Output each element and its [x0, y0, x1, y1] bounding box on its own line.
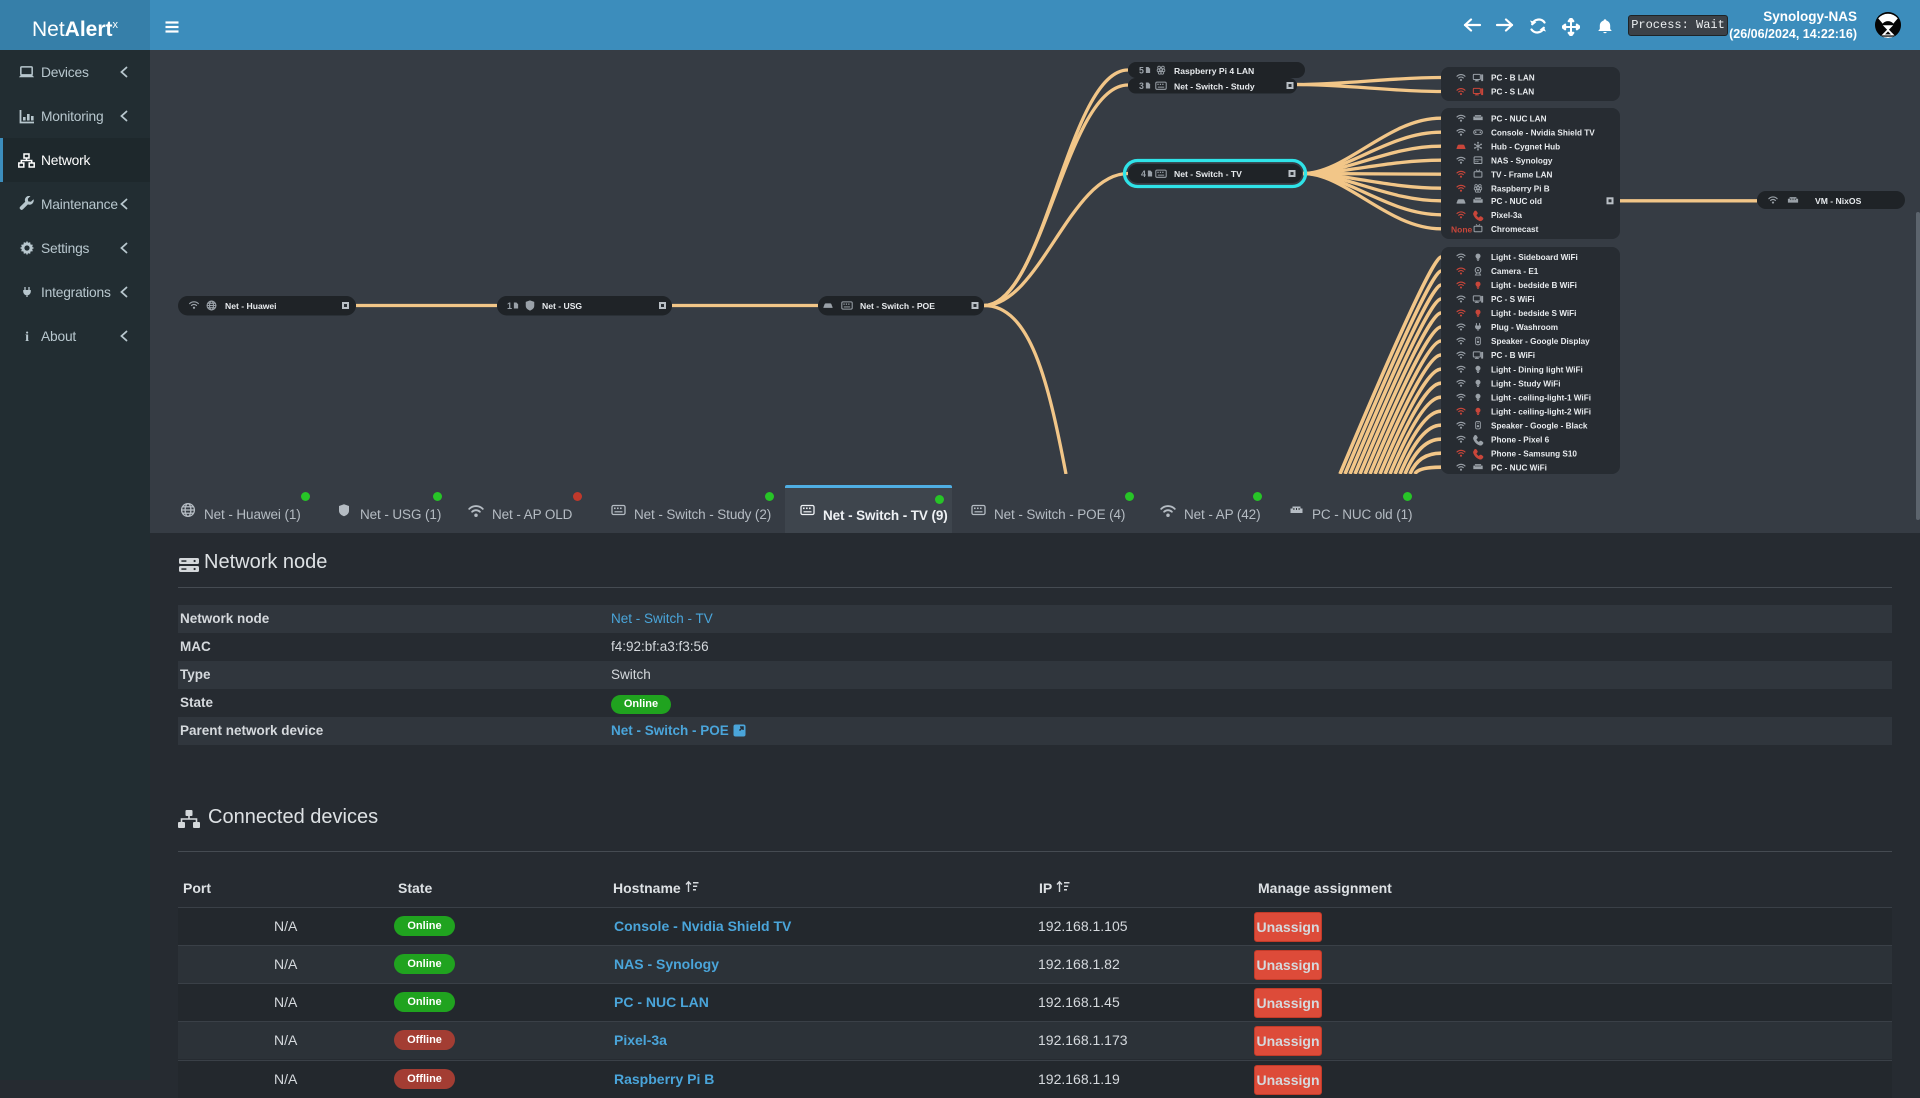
svg-text:Light - ceiling-light-2 WiFi: Light - ceiling-light-2 WiFi: [1491, 407, 1591, 416]
svg-text:Light - bedside B WiFi: Light - bedside B WiFi: [1491, 281, 1577, 290]
svg-text:PC - B LAN: PC - B LAN: [1491, 74, 1535, 83]
svg-text:Speaker - Google Display: Speaker - Google Display: [1491, 337, 1590, 346]
svg-text:Net - USG: Net - USG: [542, 301, 582, 311]
svg-text:PC - NUC WiFi: PC - NUC WiFi: [1491, 463, 1547, 472]
svg-text:Light - Sideboard WiFi: Light - Sideboard WiFi: [1491, 253, 1578, 262]
svg-text:PC - B WiFi: PC - B WiFi: [1491, 351, 1535, 360]
svg-text:Pixel-3a: Pixel-3a: [1491, 211, 1522, 220]
svg-text:Light - Study WiFi: Light - Study WiFi: [1491, 379, 1561, 388]
svg-text:5: 5: [1139, 66, 1144, 76]
svg-text:Plug - Washroom: Plug - Washroom: [1491, 323, 1558, 332]
svg-text:VM - NixOS: VM - NixOS: [1815, 196, 1862, 206]
svg-text:Raspberry Pi B: Raspberry Pi B: [1491, 184, 1550, 193]
svg-text:Hub - Cygnet Hub: Hub - Cygnet Hub: [1491, 142, 1560, 151]
svg-text:4: 4: [1141, 169, 1146, 179]
svg-text:None: None: [1451, 224, 1473, 234]
svg-text:3: 3: [1139, 81, 1144, 91]
svg-text:i: i: [25, 330, 29, 343]
svg-text:Net - Switch - Study: Net - Switch - Study: [1174, 81, 1255, 91]
svg-text:PC - S LAN: PC - S LAN: [1491, 88, 1534, 97]
svg-text:Light - ceiling-light-1 WiFi: Light - ceiling-light-1 WiFi: [1491, 393, 1591, 402]
svg-text:Phone - Samsung S10: Phone - Samsung S10: [1491, 449, 1577, 458]
svg-text:PC - NUC LAN: PC - NUC LAN: [1491, 114, 1547, 123]
svg-text:PC - S WiFi: PC - S WiFi: [1491, 295, 1535, 304]
svg-text:1: 1: [507, 301, 512, 311]
svg-text:TV - Frame LAN: TV - Frame LAN: [1491, 170, 1553, 179]
svg-text:Light - Dining light WiFi: Light - Dining light WiFi: [1491, 365, 1583, 374]
svg-text:PC - NUC old: PC - NUC old: [1491, 197, 1542, 206]
svg-text:Net - Switch - POE: Net - Switch - POE: [860, 301, 935, 311]
svg-text:Phone - Pixel 6: Phone - Pixel 6: [1491, 435, 1550, 444]
svg-text:Speaker - Google - Black: Speaker - Google - Black: [1491, 421, 1588, 430]
svg-text:NAS - Synology: NAS - Synology: [1491, 156, 1553, 165]
svg-text:Camera - E1: Camera - E1: [1491, 267, 1539, 276]
svg-text:Chromecast: Chromecast: [1491, 225, 1539, 234]
svg-text:Light - bedside S WiFi: Light - bedside S WiFi: [1491, 309, 1576, 318]
svg-text:Console - Nvidia Shield TV: Console - Nvidia Shield TV: [1491, 128, 1595, 137]
svg-text:Net - Switch - TV: Net - Switch - TV: [1174, 169, 1242, 179]
svg-text:Raspberry Pi 4 LAN: Raspberry Pi 4 LAN: [1174, 66, 1254, 76]
svg-text:Net - Huawei: Net - Huawei: [225, 301, 277, 311]
